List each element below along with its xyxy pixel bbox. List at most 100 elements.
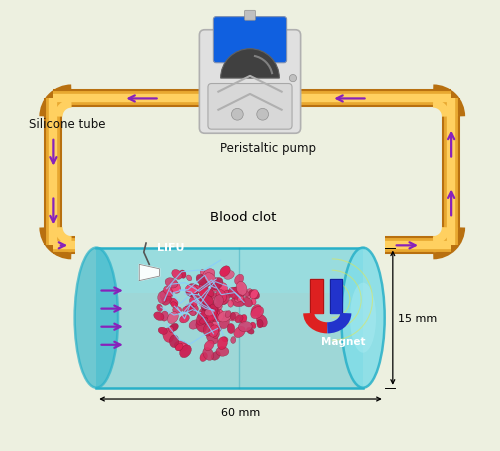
Ellipse shape <box>170 324 178 331</box>
Ellipse shape <box>257 320 263 328</box>
Ellipse shape <box>206 332 218 344</box>
Ellipse shape <box>208 304 218 316</box>
FancyBboxPatch shape <box>208 84 292 130</box>
Text: 15 mm: 15 mm <box>398 313 438 323</box>
Text: Blood clot: Blood clot <box>210 210 276 223</box>
Ellipse shape <box>211 322 219 332</box>
Ellipse shape <box>210 306 216 313</box>
Ellipse shape <box>242 290 249 297</box>
Ellipse shape <box>202 302 212 313</box>
Ellipse shape <box>208 311 214 317</box>
Ellipse shape <box>190 298 198 307</box>
Ellipse shape <box>186 288 198 297</box>
Ellipse shape <box>234 275 244 285</box>
Ellipse shape <box>218 311 231 322</box>
Ellipse shape <box>208 306 215 311</box>
Ellipse shape <box>218 337 228 350</box>
Ellipse shape <box>228 313 239 321</box>
Ellipse shape <box>161 311 168 322</box>
Circle shape <box>257 109 268 121</box>
Ellipse shape <box>172 307 182 313</box>
Ellipse shape <box>212 329 220 339</box>
Ellipse shape <box>185 304 198 313</box>
Ellipse shape <box>216 313 226 320</box>
Wedge shape <box>220 50 280 79</box>
Ellipse shape <box>172 270 182 280</box>
Ellipse shape <box>219 315 230 329</box>
Ellipse shape <box>250 307 264 319</box>
Ellipse shape <box>230 313 235 320</box>
Ellipse shape <box>230 337 236 344</box>
Ellipse shape <box>162 296 172 305</box>
Ellipse shape <box>234 296 242 303</box>
Circle shape <box>290 75 296 83</box>
Ellipse shape <box>206 301 214 307</box>
Text: LIFU: LIFU <box>158 243 185 253</box>
Ellipse shape <box>182 307 188 312</box>
FancyBboxPatch shape <box>200 31 300 134</box>
Ellipse shape <box>180 315 190 323</box>
Ellipse shape <box>204 305 212 316</box>
Ellipse shape <box>222 337 228 342</box>
Ellipse shape <box>240 315 247 324</box>
Ellipse shape <box>207 308 212 315</box>
Ellipse shape <box>216 325 221 331</box>
Ellipse shape <box>235 315 243 323</box>
Ellipse shape <box>205 308 218 318</box>
FancyBboxPatch shape <box>214 18 286 64</box>
Ellipse shape <box>210 313 217 320</box>
Ellipse shape <box>180 345 192 358</box>
Ellipse shape <box>203 348 213 360</box>
Ellipse shape <box>158 327 168 335</box>
Ellipse shape <box>201 299 208 304</box>
Ellipse shape <box>202 307 213 320</box>
Ellipse shape <box>186 276 192 281</box>
Ellipse shape <box>165 278 178 288</box>
Ellipse shape <box>180 343 187 349</box>
Ellipse shape <box>189 320 200 329</box>
Ellipse shape <box>242 298 252 307</box>
Ellipse shape <box>157 304 162 312</box>
Ellipse shape <box>154 312 164 321</box>
Ellipse shape <box>246 327 254 334</box>
Ellipse shape <box>208 307 214 313</box>
Ellipse shape <box>210 312 219 322</box>
Ellipse shape <box>192 286 202 293</box>
Ellipse shape <box>199 282 207 294</box>
Ellipse shape <box>202 269 215 281</box>
Ellipse shape <box>202 302 209 311</box>
Ellipse shape <box>198 308 208 321</box>
Ellipse shape <box>201 295 213 306</box>
Ellipse shape <box>198 313 204 321</box>
Ellipse shape <box>204 305 218 317</box>
Ellipse shape <box>204 309 214 316</box>
Ellipse shape <box>160 290 173 299</box>
Ellipse shape <box>209 325 218 337</box>
Ellipse shape <box>203 313 210 319</box>
Ellipse shape <box>214 310 224 322</box>
Ellipse shape <box>216 304 222 310</box>
Ellipse shape <box>224 271 234 280</box>
Ellipse shape <box>188 308 196 316</box>
Ellipse shape <box>204 322 214 336</box>
Ellipse shape <box>163 328 173 343</box>
Ellipse shape <box>228 300 233 308</box>
Ellipse shape <box>203 313 213 323</box>
Ellipse shape <box>204 341 214 351</box>
Ellipse shape <box>238 322 252 332</box>
Text: Silicone tube: Silicone tube <box>28 118 105 130</box>
Ellipse shape <box>200 318 207 324</box>
Ellipse shape <box>204 317 211 325</box>
Ellipse shape <box>200 270 205 276</box>
Ellipse shape <box>218 297 228 305</box>
Ellipse shape <box>170 281 180 294</box>
Ellipse shape <box>180 271 186 279</box>
Circle shape <box>232 109 243 121</box>
Text: 60 mm: 60 mm <box>221 407 260 417</box>
Ellipse shape <box>204 273 216 284</box>
Ellipse shape <box>238 293 244 299</box>
Ellipse shape <box>207 304 218 313</box>
Ellipse shape <box>206 289 214 297</box>
Ellipse shape <box>249 290 260 299</box>
Ellipse shape <box>170 335 179 348</box>
